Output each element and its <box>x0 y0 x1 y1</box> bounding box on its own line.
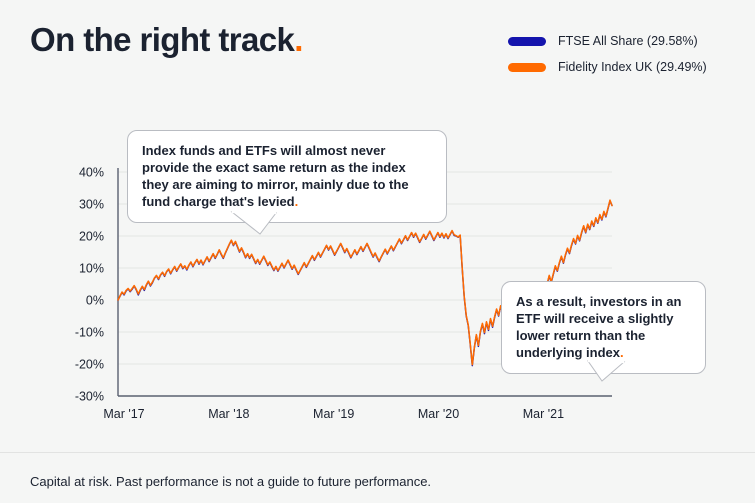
y-axis-tick-label: 0% <box>86 294 104 308</box>
y-axis-tick-label: -30% <box>75 390 104 404</box>
callout-fund-charge-text: Index funds and ETFs will almost never p… <box>142 143 409 210</box>
callout-fund-charge-tail-icon <box>230 210 277 235</box>
y-axis-tick-label: -20% <box>75 358 104 372</box>
legend-item-label: Fidelity Index UK (29.49%) <box>558 60 707 74</box>
legend-item-fidelity-index-uk[interactable]: Fidelity Index UK (29.49%) <box>508 54 707 80</box>
callout-fund-charge: Index funds and ETFs will almost never p… <box>127 130 447 223</box>
y-axis-tick-labels: 40% 30% 20% 10% 0% -10% -20% -30% <box>75 166 104 404</box>
ftse-all-share-swatch-icon <box>508 36 546 46</box>
x-axis-tick-label: Mar '21 <box>523 407 564 421</box>
callout-lower-return-text: As a result, investors in an ETF will re… <box>516 294 682 361</box>
x-axis-tick-label: Mar '20 <box>418 407 459 421</box>
y-axis-tick-label: 30% <box>79 198 104 212</box>
footer-divider <box>0 452 755 453</box>
footer-disclaimer: Capital at risk. Past performance is not… <box>30 474 432 489</box>
chart-legend: FTSE All Share (29.58%) Fidelity Index U… <box>508 28 707 80</box>
x-axis-tick-label: Mar '17 <box>103 407 144 421</box>
y-axis-tick-label: 20% <box>79 230 104 244</box>
x-axis-tick-labels: Mar '17 Mar '18 Mar '19 Mar '20 Mar '21 <box>103 407 564 421</box>
page-title-text: On the right track <box>30 21 295 58</box>
title-accent-dot: . <box>294 21 303 58</box>
x-axis-tick-label: Mar '18 <box>208 407 249 421</box>
legend-item-ftse-all-share[interactable]: FTSE All Share (29.58%) <box>508 28 707 54</box>
fidelity-index-uk-swatch-icon <box>508 62 546 72</box>
callout-lower-return: As a result, investors in an ETF will re… <box>501 281 706 374</box>
y-axis-tick-label: 40% <box>79 166 104 180</box>
callout-accent-dot: . <box>620 345 624 361</box>
callout-accent-dot: . <box>294 194 299 210</box>
page-title: On the right track. <box>30 21 303 58</box>
x-axis-tick-label: Mar '19 <box>313 407 354 421</box>
callout-lower-return-tail-icon <box>587 359 626 382</box>
y-axis-tick-label: -10% <box>75 326 104 340</box>
legend-item-label: FTSE All Share (29.58%) <box>558 34 698 48</box>
y-axis-tick-label: 10% <box>79 262 104 276</box>
